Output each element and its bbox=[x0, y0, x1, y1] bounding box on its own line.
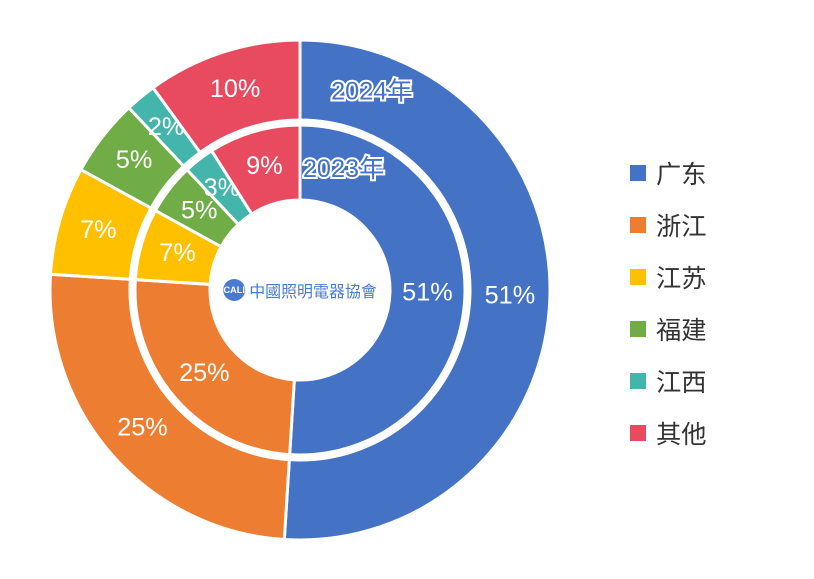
logo-mark: CALI bbox=[223, 279, 245, 301]
legend-swatch-jiangxi bbox=[630, 373, 646, 389]
legend-label-jiangxi: 江西 bbox=[656, 363, 707, 399]
legend-swatch-fujian bbox=[630, 321, 646, 337]
pct-outer-other: 10% bbox=[210, 75, 261, 103]
legend-swatch-guangdong bbox=[630, 165, 646, 181]
legend-swatch-zhejiang bbox=[630, 217, 646, 233]
legend-item-jiangxi: 江西 bbox=[630, 363, 707, 399]
legend-item-fujian: 福建 bbox=[630, 311, 707, 347]
pct-inner-other: 9% bbox=[246, 152, 283, 180]
pct-outer-guangdong: 51% bbox=[485, 281, 536, 309]
legend-label-zhejiang: 浙江 bbox=[656, 207, 707, 243]
legend-swatch-jiangsu bbox=[630, 269, 646, 285]
legend-label-guangdong: 广东 bbox=[656, 155, 707, 191]
legend-item-other: 其他 bbox=[630, 415, 707, 451]
pct-inner-jiangsu: 7% bbox=[159, 239, 196, 267]
legend-label-jiangsu: 江苏 bbox=[656, 259, 707, 295]
year-label-inner: 2023年 bbox=[303, 155, 384, 183]
pct-outer-zhejiang: 25% bbox=[117, 414, 168, 442]
legend: 广东浙江江苏福建江西其他 bbox=[630, 155, 707, 467]
legend-item-jiangsu: 江苏 bbox=[630, 259, 707, 295]
year-label-outer: 2024年 bbox=[331, 77, 412, 105]
legend-label-other: 其他 bbox=[656, 415, 707, 451]
legend-item-zhejiang: 浙江 bbox=[630, 207, 707, 243]
pct-outer-jiangsu: 7% bbox=[80, 216, 117, 244]
center-logo: CALI 中國照明電器協會 bbox=[223, 278, 377, 302]
legend-swatch-other bbox=[630, 425, 646, 441]
pct-inner-guangdong: 51% bbox=[402, 279, 453, 307]
legend-item-guangdong: 广东 bbox=[630, 155, 707, 191]
donut-chart-container: 51%25%7%5%3%9%51%25%7%5%2%10%2023年2023年2… bbox=[0, 0, 814, 579]
logo-text: 中國照明電器協會 bbox=[249, 278, 377, 302]
pct-inner-zhejiang: 25% bbox=[179, 359, 230, 387]
legend-label-fujian: 福建 bbox=[656, 311, 707, 347]
pct-outer-fujian: 5% bbox=[116, 146, 153, 174]
